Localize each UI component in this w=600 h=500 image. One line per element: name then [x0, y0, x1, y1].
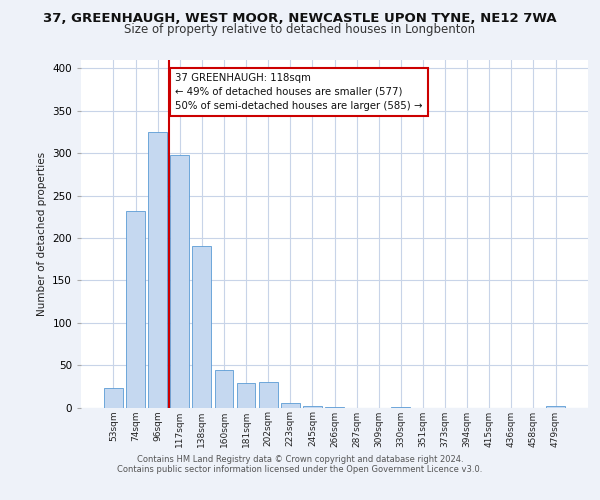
Bar [546, 406, 565, 407]
Bar [170, 155, 189, 407]
Bar [236, 383, 256, 407]
Bar [126, 211, 145, 408]
Text: 37, GREENHAUGH, WEST MOOR, NEWCASTLE UPON TYNE, NE12 7WA: 37, GREENHAUGH, WEST MOOR, NEWCASTLE UPO… [43, 12, 557, 26]
Text: Contains HM Land Registry data © Crown copyright and database right 2024.: Contains HM Land Registry data © Crown c… [137, 455, 463, 464]
Bar [259, 382, 278, 407]
Text: 37 GREENHAUGH: 118sqm
← 49% of detached houses are smaller (577)
50% of semi-det: 37 GREENHAUGH: 118sqm ← 49% of detached … [175, 72, 423, 110]
Bar [391, 406, 410, 408]
Bar [193, 246, 211, 408]
Text: Contains public sector information licensed under the Open Government Licence v3: Contains public sector information licen… [118, 465, 482, 474]
Bar [215, 370, 233, 408]
Y-axis label: Number of detached properties: Number of detached properties [37, 152, 47, 316]
Bar [104, 388, 123, 407]
Bar [325, 406, 344, 408]
Bar [148, 132, 167, 407]
Text: Size of property relative to detached houses in Longbenton: Size of property relative to detached ho… [124, 22, 476, 36]
Bar [303, 406, 322, 407]
Bar [281, 404, 299, 407]
